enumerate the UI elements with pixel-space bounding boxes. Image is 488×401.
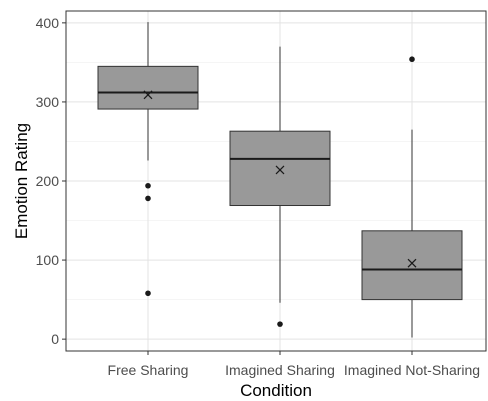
x-axis: Free Sharing Imagined Sharing Imagined Not… [108, 351, 480, 378]
x-tick-label: Imagined Sharing [225, 362, 335, 378]
box-iqr [361, 230, 463, 301]
box-iqr [97, 65, 199, 110]
y-axis: 0 100 200 300 400 [36, 15, 66, 347]
box-group [229, 46, 331, 327]
mean-marker [143, 90, 153, 100]
mean-marker [275, 165, 285, 175]
y-tick-label: 200 [36, 173, 60, 189]
outlier-point [409, 56, 415, 63]
y-tick-label: 400 [36, 15, 60, 31]
y-tick-label: 100 [36, 252, 60, 268]
mean-marker [407, 258, 417, 268]
y-tick-label: 300 [36, 94, 60, 110]
boxes [97, 22, 463, 338]
outlier-point [145, 290, 151, 297]
outlier-point [277, 321, 283, 327]
y-tick-label: 0 [51, 331, 59, 347]
outlier-point [145, 182, 151, 189]
box-iqr [229, 130, 331, 207]
x-axis-title: Condition [240, 381, 312, 400]
y-axis-title: Emotion Rating [12, 123, 31, 239]
box-group [97, 22, 199, 297]
outlier-point [145, 195, 151, 202]
x-tick-label: Free Sharing [108, 362, 189, 378]
box-group [361, 56, 463, 338]
x-tick-label: Imagined Not-Sharing [344, 362, 480, 378]
